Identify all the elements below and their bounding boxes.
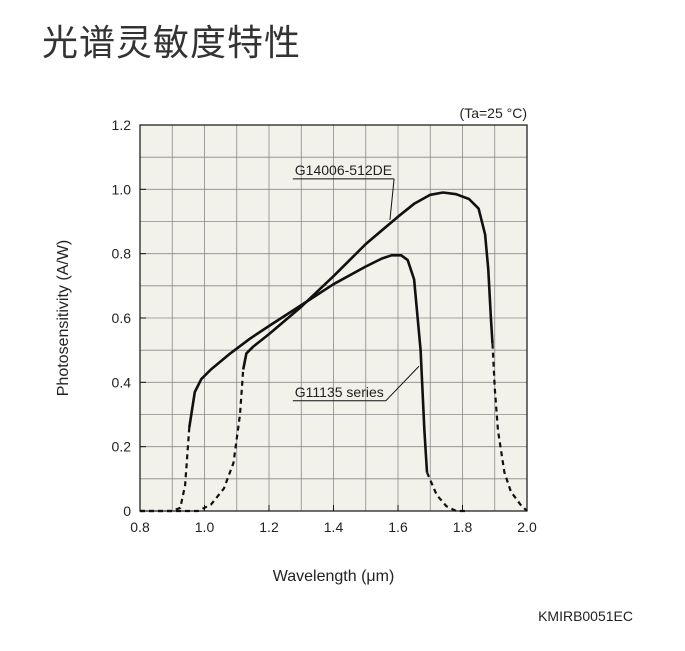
- y-tick-label: 1.0: [112, 181, 132, 197]
- series-label: G11135 series: [295, 384, 384, 400]
- leader-line: [385, 365, 420, 402]
- y-tick-label: 0: [123, 503, 131, 519]
- document-code: KMIRB0051EC: [538, 608, 633, 624]
- y-tick-label: 0.4: [112, 374, 132, 390]
- axis-ticks: 0.8 1.0 1.2 1.4 1.6 1.8 2.0 0 0.2 0.4 0.6 0.8 1.0 1.2: [112, 117, 537, 535]
- x-axis-title: Wavelength (μm): [273, 568, 395, 585]
- y-axis-title: Photosensitivity (A/W): [55, 240, 72, 396]
- annotations: G14006-512DE G11135 series: [292, 162, 420, 402]
- y-tick-label: 0.6: [112, 310, 132, 326]
- plot-frame: [139, 124, 528, 512]
- x-tick-label: 1.2: [259, 519, 279, 535]
- page-title: 光谱灵敏度特性: [42, 23, 302, 64]
- series-label: G14006-512DE: [295, 162, 392, 178]
- x-tick-label: 1.6: [388, 519, 408, 535]
- y-tick-label: 1.2: [112, 117, 132, 133]
- x-tick-label: 1.8: [453, 519, 473, 535]
- y-tick-label: 0.2: [112, 439, 132, 455]
- series-g11135-series-line: [241, 191, 494, 370]
- x-tick-label: 0.8: [130, 519, 150, 535]
- series-g11135-series-dashed-right: [491, 343, 528, 512]
- series-g14006-512de-line: [188, 254, 429, 473]
- x-tick-label: 2.0: [517, 519, 537, 535]
- y-tick-label: 0.8: [112, 246, 132, 262]
- condition-label: (Ta=25 °C): [460, 105, 527, 121]
- grid: [140, 125, 527, 511]
- leader-line: [389, 178, 395, 220]
- x-tick-label: 1.4: [324, 519, 344, 535]
- x-tick-label: 1.0: [195, 519, 215, 535]
